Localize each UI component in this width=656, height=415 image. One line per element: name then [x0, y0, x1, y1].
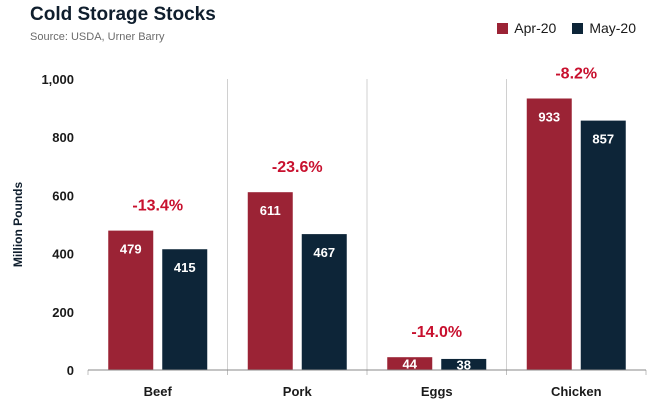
- y-tick-label: 400: [52, 247, 74, 262]
- legend: Apr-20 May-20: [481, 20, 636, 36]
- bar-chicken-apr: [526, 98, 572, 370]
- pct-change-annotation: -23.6%: [272, 159, 323, 176]
- bar-value-label: 467: [313, 245, 335, 260]
- x-tick-label: Eggs: [421, 384, 453, 399]
- bar-value-label: 611: [260, 203, 281, 218]
- x-tick-label: Beef: [144, 384, 173, 399]
- legend-swatch-apr: [497, 22, 509, 34]
- x-tick-label: Chicken: [551, 384, 602, 399]
- y-axis-title: Million Pounds: [11, 182, 25, 268]
- chart-title: Cold Storage Stocks: [30, 4, 216, 25]
- legend-label-apr: Apr-20: [514, 20, 557, 36]
- y-tick-label: 800: [52, 130, 74, 145]
- legend-item-apr: Apr-20: [497, 20, 556, 36]
- pct-change-annotation: -13.4%: [132, 198, 183, 215]
- chart-subtitle: Source: USDA, Urner Barry: [30, 31, 165, 43]
- bar-chicken-may: [580, 120, 626, 370]
- bar-pork-may: [301, 234, 347, 370]
- bar-pork-apr: [247, 192, 293, 370]
- y-tick-label: 1,000: [41, 72, 74, 87]
- bar-eggs-may: [441, 358, 487, 370]
- legend-label-may: May-20: [589, 20, 636, 36]
- legend-item-may: May-20: [572, 20, 636, 36]
- bar-value-label: 857: [592, 132, 614, 147]
- bar-value-label: 38: [457, 357, 471, 372]
- bar-beef-apr: [108, 230, 154, 370]
- bar-beef-may: [162, 249, 208, 370]
- bar-value-label: 479: [120, 242, 142, 257]
- pct-change-annotation: -14.0%: [411, 324, 462, 341]
- bar-value-label: 415: [174, 260, 196, 275]
- y-tick-label: 200: [52, 305, 74, 320]
- y-tick-label: 600: [52, 188, 74, 203]
- bar-value-label: 933: [538, 109, 560, 124]
- y-tick-label: 0: [67, 363, 74, 378]
- x-tick-label: Pork: [283, 384, 313, 399]
- bar-eggs-apr: [387, 357, 433, 370]
- legend-swatch-may: [572, 22, 584, 34]
- bar-value-label: 44: [403, 357, 418, 372]
- pct-change-annotation: -8.2%: [555, 65, 597, 82]
